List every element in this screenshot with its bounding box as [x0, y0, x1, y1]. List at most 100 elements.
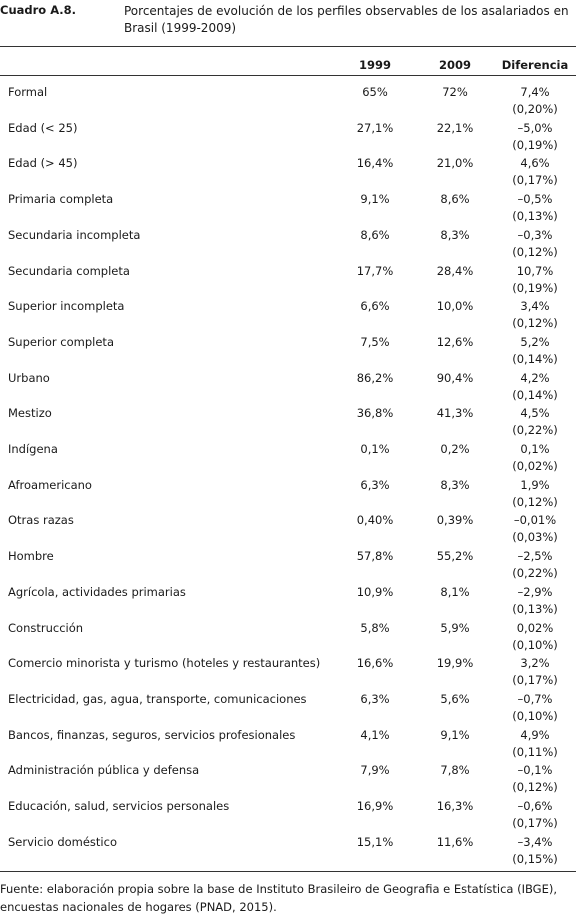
cell-1999: 16,6%	[356, 656, 394, 671]
row-label: Otras razas	[8, 513, 74, 528]
bottom-rule	[0, 871, 576, 872]
cell-diff: 4,6%	[520, 156, 550, 171]
cell-diff: 7,4%	[520, 85, 550, 99]
column-header: 1999	[358, 58, 391, 72]
cell-1999: 6,3%	[360, 691, 390, 706]
row-label: Edad (> 45)	[8, 156, 78, 171]
cell-diff: –3,4%	[517, 834, 553, 849]
cell-2009: 8,3%	[440, 477, 470, 492]
cell-diff: –0,7%	[517, 691, 553, 706]
cell-diff: 0,02%	[516, 620, 554, 635]
cell-2009: 7,8%	[440, 763, 470, 778]
cell-se: (0,11%)	[512, 744, 558, 759]
cell-se: (0,17%)	[512, 173, 558, 188]
cell-se: (0,17%)	[512, 673, 558, 688]
cell-1999: 6,6%	[360, 299, 390, 314]
cell-se: (0,13%)	[512, 601, 558, 616]
table-title: Porcentajes de evolución de los perfiles…	[124, 4, 569, 35]
cell-1999: 17,7%	[356, 263, 394, 278]
column-header: 2009	[438, 58, 471, 72]
cell-diff: 10,7%	[516, 263, 554, 278]
column-header: Diferencia	[501, 58, 569, 72]
cell-se: (0,12%)	[512, 780, 558, 795]
row-label: Administración pública y defensa	[8, 763, 200, 778]
row-label: Electricidad, gas, agua, transporte, com…	[8, 691, 307, 706]
cell-diff: 0,1%	[520, 442, 550, 456]
row-label: Comercio minorista y turismo (hoteles y …	[8, 656, 321, 671]
row-label: Mestizo	[8, 406, 52, 421]
cell-2009: 10,0%	[436, 299, 474, 314]
cell-2009: 8,1%	[440, 584, 470, 599]
cell-diff: 4,5%	[520, 406, 550, 421]
cell-1999: 57,8%	[356, 549, 394, 564]
cell-se: (0,22%)	[512, 566, 558, 581]
cell-se: (0,17%)	[512, 816, 558, 830]
table-label: Cuadro A.8.	[0, 3, 77, 17]
row-label: Construcción	[8, 620, 84, 635]
cell-diff: 4,2%	[520, 370, 550, 385]
cell-2009: 8,6%	[440, 192, 470, 207]
header-rule	[0, 75, 576, 76]
cell-se: (0,10%)	[512, 637, 558, 652]
cell-2009: 72%	[442, 85, 468, 99]
cell-1999: 0,1%	[360, 442, 390, 456]
row-label: Secundaria incompleta	[8, 227, 141, 242]
cell-1999: 4,1%	[360, 727, 390, 742]
cell-1999: 7,5%	[360, 334, 390, 349]
cell-se: (0,03%)	[512, 530, 558, 545]
cell-diff: 1,9%	[520, 477, 550, 492]
cell-2009: 16,3%	[436, 799, 474, 813]
cell-diff: –5,0%	[517, 120, 553, 135]
cell-1999: 16,4%	[356, 156, 394, 171]
cell-diff: –0,3%	[517, 227, 553, 242]
cell-diff: –0,1%	[517, 763, 553, 778]
cell-diff: 3,4%	[520, 299, 550, 314]
cell-2009: 5,9%	[440, 620, 470, 635]
row-label: Educación, salud, servicios personales	[8, 799, 230, 813]
footnote: Fuente: elaboración propia sobre la base…	[0, 882, 558, 914]
row-label: Agrícola, actividades primarias	[8, 584, 186, 599]
cell-2009: 5,6%	[440, 691, 470, 706]
cell-se: (0,15%)	[512, 851, 558, 866]
row-label: Urbano	[8, 370, 50, 385]
cell-2009: 8,3%	[440, 227, 470, 242]
cell-se: (0,13%)	[512, 209, 558, 224]
cell-diff: –2,5%	[517, 549, 553, 564]
cell-2009: 28,4%	[436, 263, 474, 278]
cell-2009: 9,1%	[440, 727, 470, 742]
cell-diff: –0,6%	[517, 799, 553, 813]
cell-1999: 0,40%	[356, 513, 394, 528]
cell-2009: 55,2%	[436, 549, 474, 564]
cell-1999: 5,8%	[360, 620, 390, 635]
cell-diff: 3,2%	[520, 656, 550, 671]
cell-1999: 6,3%	[360, 477, 390, 492]
cell-2009: 11,6%	[436, 834, 474, 849]
cell-1999: 8,6%	[360, 227, 390, 242]
row-label: Bancos, finanzas, seguros, servicios pro…	[8, 727, 296, 742]
cell-2009: 22,1%	[436, 120, 474, 135]
cell-se: (0,12%)	[512, 316, 558, 331]
cell-se: (0,19%)	[512, 280, 558, 295]
cell-se: (0,12%)	[512, 244, 558, 259]
cell-1999: 10,9%	[356, 584, 394, 599]
cell-diff: –0,5%	[517, 192, 553, 207]
cell-diff: –2,9%	[517, 584, 553, 599]
cell-1999: 27,1%	[356, 120, 394, 135]
cell-2009: 19,9%	[436, 656, 474, 671]
cell-2009: 12,6%	[436, 334, 474, 349]
cell-2009: 41,3%	[436, 406, 474, 421]
cell-se: (0,14%)	[512, 387, 558, 402]
cell-1999: 86,2%	[356, 370, 394, 385]
cell-2009: 0,39%	[436, 513, 474, 528]
row-label: Edad (< 25)	[8, 120, 78, 135]
cell-diff: –0,01%	[513, 513, 557, 528]
row-label: Servicio doméstico	[8, 834, 117, 849]
cell-1999: 36,8%	[356, 406, 394, 421]
cell-se: (0,14%)	[512, 351, 558, 366]
row-label: Afroamericano	[8, 477, 92, 492]
cell-1999: 15,1%	[356, 834, 394, 849]
row-label: Formal	[8, 85, 48, 99]
row-label: Indígena	[8, 442, 58, 456]
cell-2009: 21,0%	[436, 156, 474, 171]
